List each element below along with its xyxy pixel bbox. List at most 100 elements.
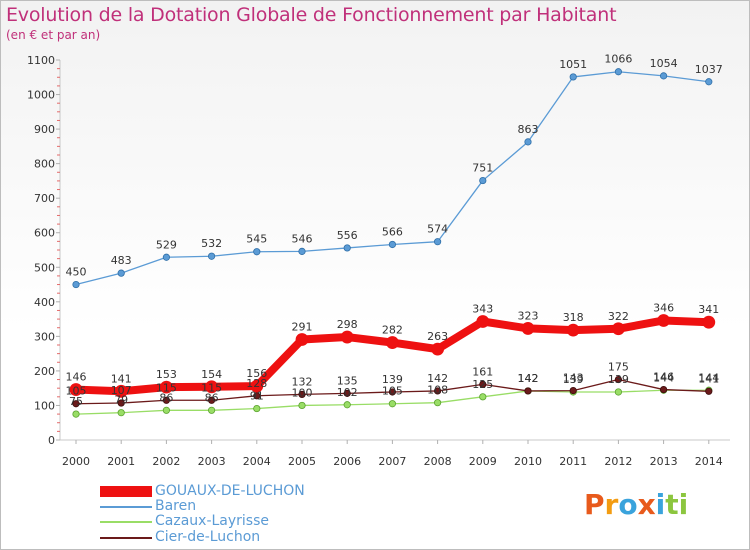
point-cazaux	[479, 393, 487, 401]
data-label-baren: 566	[382, 225, 403, 238]
point-baren	[524, 138, 532, 146]
data-label-cier: 128	[246, 377, 267, 390]
legend-label-cier: Cier-de-Luchon	[155, 529, 261, 545]
data-label-cier: 105	[66, 385, 87, 398]
data-label-cazaux: 142	[518, 372, 539, 385]
point-cier	[433, 387, 442, 395]
legend-swatch-gouaux	[100, 486, 152, 497]
point-baren	[343, 244, 351, 252]
x-tick-label: 2005	[288, 455, 316, 468]
legend-swatch-baren	[100, 506, 152, 508]
point-gouaux	[205, 380, 219, 394]
data-label-gouaux: 322	[608, 310, 629, 323]
y-tick-label: 500	[34, 261, 55, 274]
logo-letter: r	[604, 488, 619, 521]
point-cier	[298, 390, 306, 398]
data-label-gouaux: 346	[653, 301, 674, 314]
point-baren	[72, 280, 80, 289]
point-baren	[162, 253, 170, 261]
data-label-cier: 142	[518, 372, 539, 385]
y-tick-label: 800	[34, 158, 55, 171]
point-baren	[208, 252, 216, 260]
y-tick-label: 100	[34, 399, 55, 412]
data-label-gouaux: 298	[337, 318, 358, 331]
x-tick-label: 2011	[559, 455, 587, 468]
data-label-baren: 751	[472, 162, 493, 175]
y-tick-label: 0	[48, 434, 55, 447]
data-label-gouaux: 141	[111, 372, 132, 385]
data-label-cier: 161	[472, 365, 493, 378]
point-gouaux	[385, 336, 399, 349]
point-baren	[614, 68, 623, 76]
data-label-gouaux: 263	[427, 330, 448, 343]
point-cier	[72, 400, 80, 408]
point-gouaux	[521, 322, 535, 335]
data-label-gouaux: 323	[518, 309, 539, 322]
legend-swatch-cier	[100, 537, 152, 539]
point-cazaux	[614, 388, 623, 396]
x-tick-label: 2002	[152, 455, 180, 468]
data-label-baren: 450	[66, 266, 87, 279]
x-tick-label: 2007	[378, 455, 406, 468]
data-label-baren: 529	[156, 238, 177, 251]
x-tick-label: 2014	[695, 455, 723, 468]
legend-label-baren: Baren	[155, 498, 197, 514]
legend-label-cazaux: Cazaux-Layrisse	[155, 513, 270, 529]
y-tick-label: 900	[34, 123, 55, 136]
data-label-cazaux: 139	[563, 373, 584, 386]
logo-letter: P	[584, 488, 605, 521]
data-label-baren: 1054	[650, 57, 678, 70]
data-label-baren: 1037	[695, 63, 723, 76]
point-cier	[614, 375, 623, 384]
data-label-cier: 143	[563, 372, 584, 385]
data-label-gouaux: 341	[698, 303, 719, 316]
y-tick-label: 300	[34, 330, 55, 343]
data-label-cazaux: 102	[337, 386, 358, 399]
data-label-cier: 175	[608, 361, 629, 374]
y-tick-label: 400	[34, 296, 55, 309]
data-label-gouaux: 154	[201, 368, 222, 381]
legend-label-gouaux: GOUAUX-DE-LUCHON	[155, 483, 305, 499]
point-gouaux	[431, 342, 445, 356]
legend-swatch-cazaux	[100, 521, 152, 523]
data-label-cier: 139	[382, 373, 403, 386]
data-label-cier: 107	[111, 384, 132, 397]
data-label-cazaux: 144	[698, 371, 719, 384]
point-gouaux	[476, 315, 490, 328]
point-cier	[117, 399, 125, 407]
point-cazaux	[343, 401, 351, 409]
point-baren	[298, 247, 306, 255]
logo-letter: i	[678, 488, 689, 521]
data-label-gouaux: 343	[472, 303, 493, 316]
data-label-baren: 574	[427, 223, 448, 236]
point-cazaux	[388, 400, 396, 408]
chart-lines	[69, 68, 716, 418]
point-cazaux	[433, 399, 442, 407]
y-tick-label: 700	[34, 192, 55, 205]
point-cazaux	[72, 410, 80, 418]
chart-subtitle: (en € et par an)	[6, 28, 101, 42]
data-label-cazaux: 144	[653, 371, 674, 384]
data-label-baren: 863	[518, 123, 539, 136]
data-label-cazaux: 100	[292, 386, 313, 399]
data-label-cazaux: 86	[205, 391, 219, 404]
x-tick-label: 2001	[107, 455, 135, 468]
chart-axes: 0 100 200 300 400 500 600 700 800 900 1000 1100 2000…	[27, 54, 730, 468]
point-baren	[705, 78, 713, 86]
data-label-baren: 545	[246, 233, 267, 246]
data-label-gouaux: 156	[246, 367, 267, 380]
data-label-cazaux: 139	[608, 373, 629, 386]
data-label-gouaux: 153	[156, 368, 177, 381]
point-cazaux	[253, 404, 261, 413]
data-label-cier: 115	[201, 381, 222, 394]
point-gouaux	[295, 333, 309, 346]
x-tick-label: 2000	[62, 455, 90, 468]
data-label-gouaux: 146	[66, 371, 87, 384]
data-label-cazaux: 125	[472, 378, 493, 391]
point-cazaux	[208, 406, 216, 414]
data-label-cier: 115	[156, 381, 177, 394]
point-gouaux	[566, 323, 580, 337]
point-cier	[479, 380, 487, 388]
point-gouaux	[612, 322, 625, 336]
